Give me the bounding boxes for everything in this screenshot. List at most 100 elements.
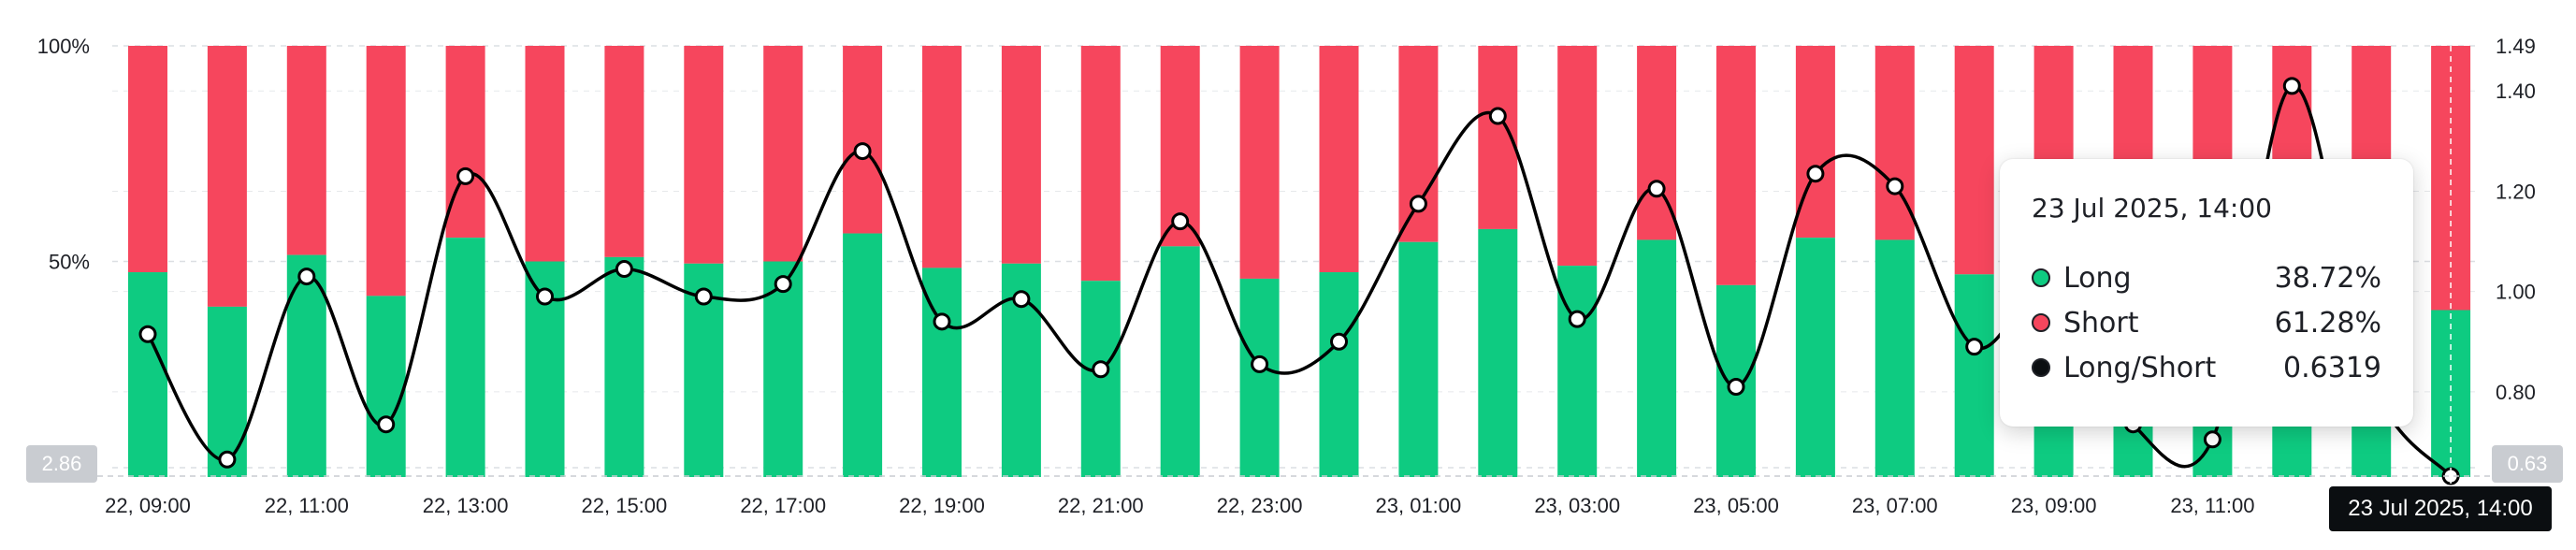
short-bar[interactable] [207,46,247,307]
ratio-point[interactable] [1251,355,1269,373]
short-bar[interactable] [286,46,326,255]
short-bar[interactable] [1954,46,1994,275]
left-axis-tick: 100% [37,35,90,58]
right-axis-tick: 1.49 [2496,35,2536,58]
x-axis-labels: 22, 09:00 22, 11:00 22, 13:00 22, 15:00 22, … [105,494,2414,517]
ratio-point[interactable] [138,325,157,343]
long-bar[interactable] [207,306,247,477]
long-bar[interactable] [1239,278,1280,477]
x-axis-tick: 22, 21:00 [1058,494,1144,517]
short-bar[interactable] [128,46,167,273]
long-bar[interactable] [1795,238,1835,477]
ratio-point[interactable] [1092,360,1110,379]
long-bar[interactable] [1954,274,1994,477]
long-bar[interactable] [1160,246,1200,477]
ratio-point[interactable] [853,142,872,161]
ratio-points[interactable] [138,77,2460,485]
long-bar[interactable] [1478,228,1518,478]
ratio-point[interactable] [933,312,951,331]
long-bar[interactable] [366,296,406,477]
ratio-point[interactable] [456,166,475,185]
x-axis-tick: 23, 05:00 [1693,494,1779,517]
ratio-point[interactable] [1886,177,1904,195]
long-bar[interactable] [1637,239,1677,477]
short-dot-icon [2032,313,2050,332]
x-axis-tick: 22, 11:00 [265,494,349,517]
x-axis-tick: 23, 11:00 [2170,494,2254,517]
short-bar[interactable] [604,46,644,257]
long-bar[interactable] [1080,281,1121,477]
left-axis-badge: 2.86 [26,445,97,483]
short-bar[interactable] [684,46,724,264]
short-bar[interactable] [366,46,406,297]
tooltip-row-ratio: Long/Short 0.6319 [2032,345,2381,390]
short-bar[interactable] [1001,46,1041,264]
ratio-point[interactable] [1806,165,1825,183]
ratio-point[interactable] [536,287,554,306]
data-tooltip: 23 Jul 2025, 14:00 Long 38.72% Short 61.… [2000,159,2413,427]
ratio-point[interactable] [1488,107,1507,125]
long-bar[interactable] [763,261,803,478]
right-axis-tick: 1.00 [2496,281,2536,304]
x-axis-tick: 22, 17:00 [740,494,826,517]
ratio-point[interactable] [1727,378,1745,397]
short-bar[interactable] [445,46,485,239]
short-bar[interactable] [1557,46,1598,267]
long-bar[interactable] [1874,239,1915,477]
short-bar[interactable] [1080,46,1121,282]
ratio-point[interactable] [1409,195,1427,213]
short-bar[interactable] [2431,46,2471,311]
long-bar[interactable] [1398,241,1439,477]
x-axis-tick: 22, 15:00 [582,494,668,517]
ratio-point[interactable] [774,275,792,294]
ratio-point[interactable] [297,268,316,286]
x-axis-tick: 23, 03:00 [1534,494,1620,517]
ratio-point[interactable] [1171,212,1190,231]
long-bar[interactable] [1319,272,1359,477]
crosshair-time-badge: 23 Jul 2025, 14:00 [2329,486,2552,531]
left-axis-labels: 100% 50% [37,35,90,274]
crosshair [97,46,2492,486]
long-bar[interactable] [843,233,883,477]
short-bar[interactable] [525,46,565,262]
x-axis-tick: 22, 09:00 [105,494,191,517]
ratio-point[interactable] [218,450,237,469]
tooltip-row-short: Short 61.28% [2032,300,2381,345]
short-bar[interactable] [922,46,962,268]
long-bar[interactable] [445,238,485,477]
short-bar[interactable] [843,46,883,234]
short-bar[interactable] [1319,46,1359,273]
tooltip-value: 0.6319 [2283,351,2381,384]
ratio-point[interactable] [615,260,633,279]
tooltip-row-long: Long 38.72% [2032,255,2381,300]
grid-lines [112,45,2479,469]
long-bar[interactable] [128,272,167,477]
right-axis-tick: 1.20 [2496,180,2536,203]
ratio-point[interactable] [1568,310,1586,328]
short-bar[interactable] [1795,46,1835,239]
ratio-point[interactable] [1330,332,1348,351]
short-bar[interactable] [763,46,803,262]
tooltip-value: 38.72% [2274,261,2381,295]
tooltip-label: Long/Short [2063,351,2217,384]
ratio-dot-icon [2032,358,2050,377]
short-bar[interactable] [1716,46,1756,285]
x-axis-tick: 22, 19:00 [899,494,985,517]
right-axis-tick: 1.40 [2496,80,2536,103]
ratio-point[interactable] [694,287,713,306]
tooltip-title: 23 Jul 2025, 14:00 [2032,193,2272,224]
long-bar[interactable] [604,256,644,477]
right-axis-badge: 0.63 [2492,445,2563,483]
x-axis-tick: 22, 23:00 [1217,494,1303,517]
ratio-point[interactable] [2203,430,2221,449]
ratio-point[interactable] [1647,180,1666,198]
ratio-point[interactable] [2282,77,2301,95]
x-axis-tick: 23, 07:00 [1852,494,1938,517]
ratio-point[interactable] [1965,338,1984,356]
tooltip-label: Short [2063,306,2139,340]
x-axis-tick: 23, 01:00 [1376,494,1462,517]
ratio-point[interactable] [1012,290,1031,309]
tooltip-value: 61.28% [2274,306,2381,340]
ratio-point[interactable] [377,415,396,434]
short-bar[interactable] [1239,46,1280,279]
